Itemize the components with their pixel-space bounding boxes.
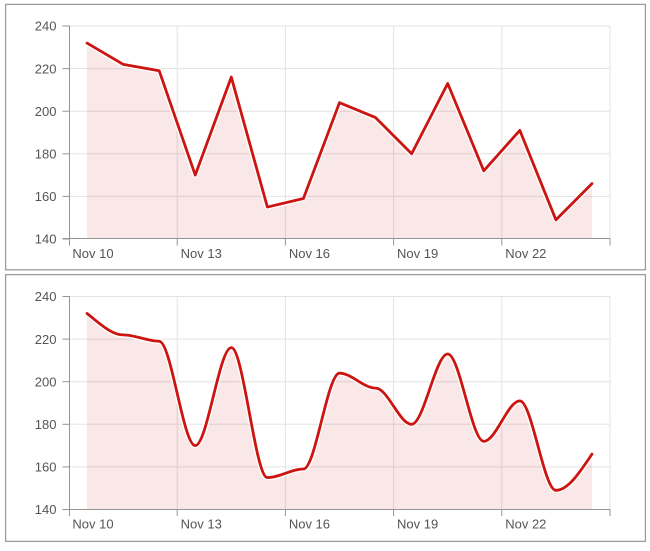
svg-text:Nov 16: Nov 16 xyxy=(289,246,330,261)
svg-text:140: 140 xyxy=(35,232,57,247)
svg-text:160: 160 xyxy=(35,460,57,475)
svg-text:Nov 19: Nov 19 xyxy=(397,516,438,531)
svg-text:200: 200 xyxy=(35,374,57,389)
svg-text:Nov 13: Nov 13 xyxy=(181,246,222,261)
svg-text:140: 140 xyxy=(35,502,57,517)
svg-text:220: 220 xyxy=(35,61,57,76)
svg-text:Nov 10: Nov 10 xyxy=(72,246,113,261)
svg-text:240: 240 xyxy=(35,289,57,304)
svg-text:Nov 22: Nov 22 xyxy=(505,246,546,261)
svg-text:200: 200 xyxy=(35,104,57,119)
svg-text:Nov 13: Nov 13 xyxy=(181,516,222,531)
svg-text:Nov 16: Nov 16 xyxy=(289,516,330,531)
svg-text:Nov 22: Nov 22 xyxy=(505,516,546,531)
svg-text:240: 240 xyxy=(35,19,57,34)
svg-text:180: 180 xyxy=(35,417,57,432)
svg-text:160: 160 xyxy=(35,189,57,204)
svg-text:180: 180 xyxy=(35,147,57,162)
svg-text:Nov 19: Nov 19 xyxy=(397,246,438,261)
svg-text:Nov 10: Nov 10 xyxy=(72,516,113,531)
svg-text:220: 220 xyxy=(35,332,57,347)
